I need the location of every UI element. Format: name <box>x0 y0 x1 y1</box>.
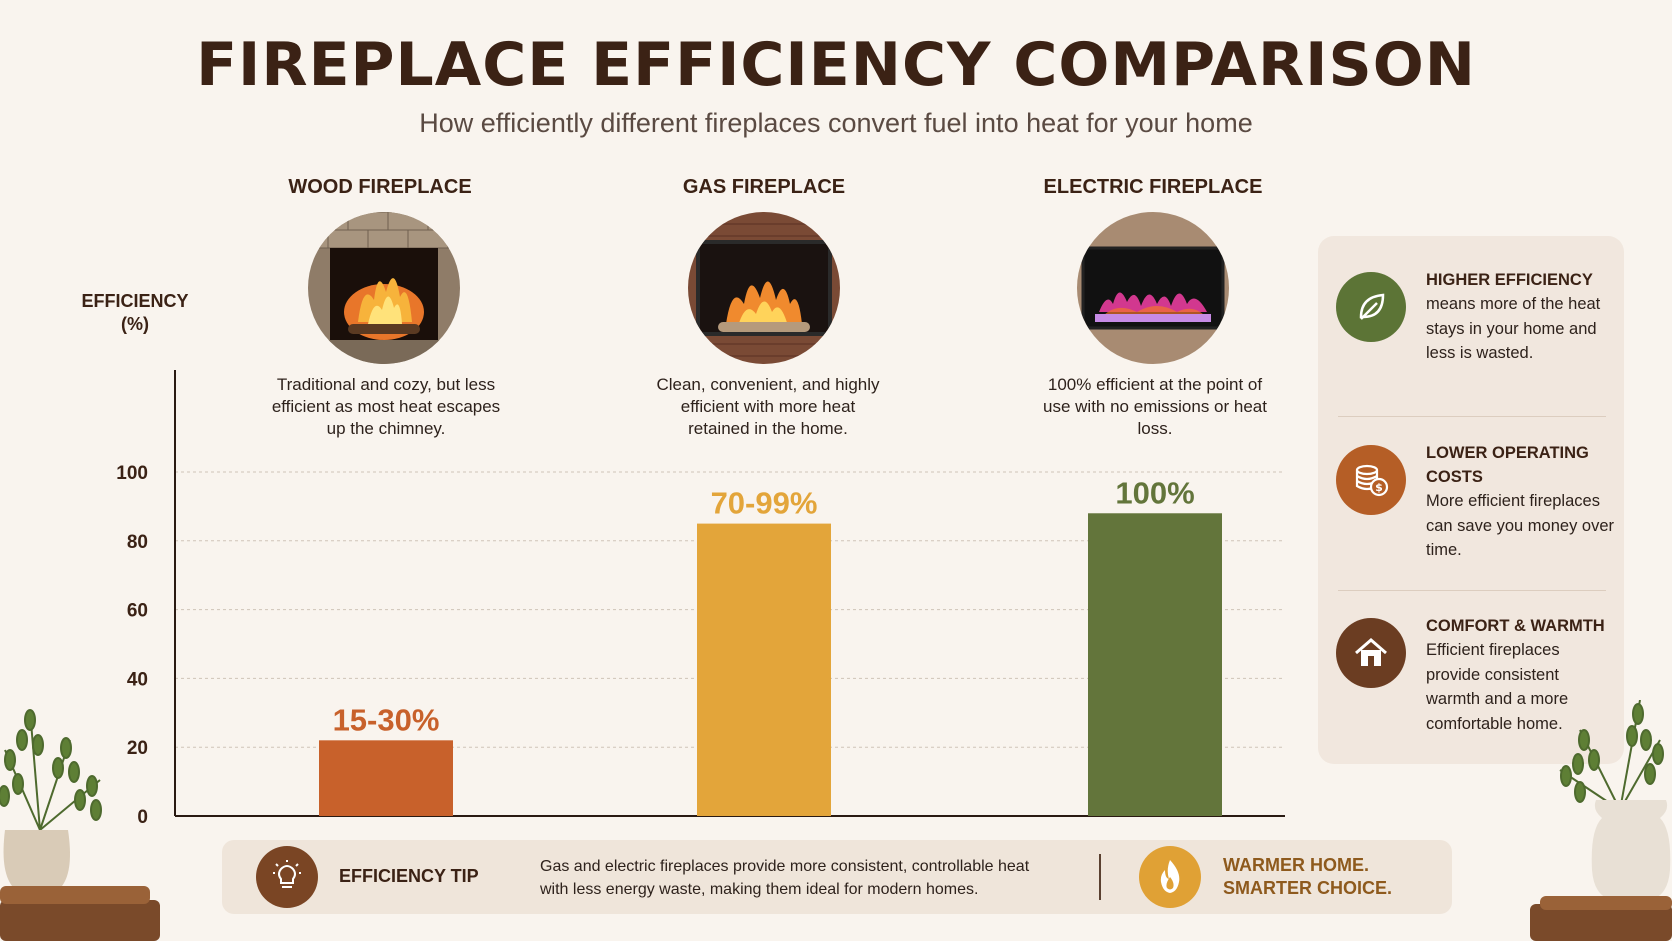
efficiency-tip-text: Gas and electric fireplaces provide more… <box>540 858 1030 898</box>
bar-3 <box>1088 513 1222 816</box>
y-axis-title-line2: (%) <box>121 314 149 334</box>
gas-fireplace-description: Clean, convenient, and highly efficient … <box>656 375 880 438</box>
bar-2 <box>697 523 831 816</box>
svg-text:$: $ <box>1375 481 1383 494</box>
bar-value-label: 70-99% <box>711 486 818 521</box>
gas-fireplace-image <box>688 212 840 364</box>
y-tick-label: 0 <box>137 807 148 828</box>
y-tick-label: 60 <box>127 601 148 622</box>
wood-fireplace-heading: WOOD FIREPLACE <box>288 176 472 198</box>
y-tick-label: 80 <box>127 532 148 553</box>
tagline-line1: WARMER HOME. <box>1223 855 1369 875</box>
wood-fireplace-description: Traditional and cozy, but less efficient… <box>271 375 501 438</box>
bar-value-label: 15-30% <box>333 702 440 737</box>
y-axis-title-line1: EFFICIENCY <box>81 291 189 311</box>
plant-decoration-left <box>0 709 160 941</box>
tagline-line2: SMARTER CHOICE. <box>1223 878 1393 898</box>
benefit-heading: COMFORT & WARMTH <box>1426 617 1605 635</box>
y-tick-label: 100 <box>116 463 148 484</box>
bar-1 <box>319 740 453 816</box>
page-subtitle: How efficiently different fireplaces con… <box>419 108 1253 138</box>
bar-value-label: 100% <box>1115 475 1194 510</box>
wood-fireplace-image <box>308 212 460 364</box>
coins-icon: $ <box>1336 445 1406 515</box>
lightbulb-icon <box>256 846 318 908</box>
electric-fireplace-description: 100% efficient at the point of use with … <box>1043 375 1267 438</box>
y-axis-title: EFFICIENCY (%) <box>70 290 200 336</box>
y-tick-label: 40 <box>127 669 148 690</box>
efficiency-tip-label: EFFICIENCY TIP <box>339 866 479 886</box>
page-title: FIREPLACE EFFICIENCY COMPARISON <box>196 30 1476 100</box>
electric-fireplace-heading: ELECTRIC FIREPLACE <box>1043 176 1263 198</box>
divider <box>1338 590 1606 591</box>
electric-fireplace-image <box>1077 212 1229 364</box>
benefit-heading: HIGHER EFFICIENCY <box>1426 271 1593 289</box>
leaf-icon <box>1336 272 1406 342</box>
benefit-text: Efficient fireplaces provide consistent … <box>1426 641 1569 733</box>
divider <box>1338 416 1606 417</box>
home-icon <box>1336 618 1406 688</box>
y-tick-label: 20 <box>127 738 148 759</box>
plant-decoration-right <box>1530 700 1672 941</box>
benefits-panel: HIGHER EFFICIENCY means more of the heat… <box>1318 236 1624 764</box>
benefit-text: More efficient fireplaces can save you m… <box>1426 492 1615 559</box>
efficiency-tip-bar: EFFICIENCY TIP Gas and electric fireplac… <box>222 840 1452 914</box>
flame-icon <box>1139 846 1201 908</box>
benefit-text: means more of the heat stays in your hom… <box>1426 295 1601 362</box>
benefit-heading: LOWER OPERATING COSTS <box>1426 444 1589 486</box>
gas-fireplace-heading: GAS FIREPLACE <box>682 176 846 198</box>
tagline: WARMER HOME. SMARTER CHOICE. <box>1223 854 1392 900</box>
divider <box>1099 854 1101 900</box>
